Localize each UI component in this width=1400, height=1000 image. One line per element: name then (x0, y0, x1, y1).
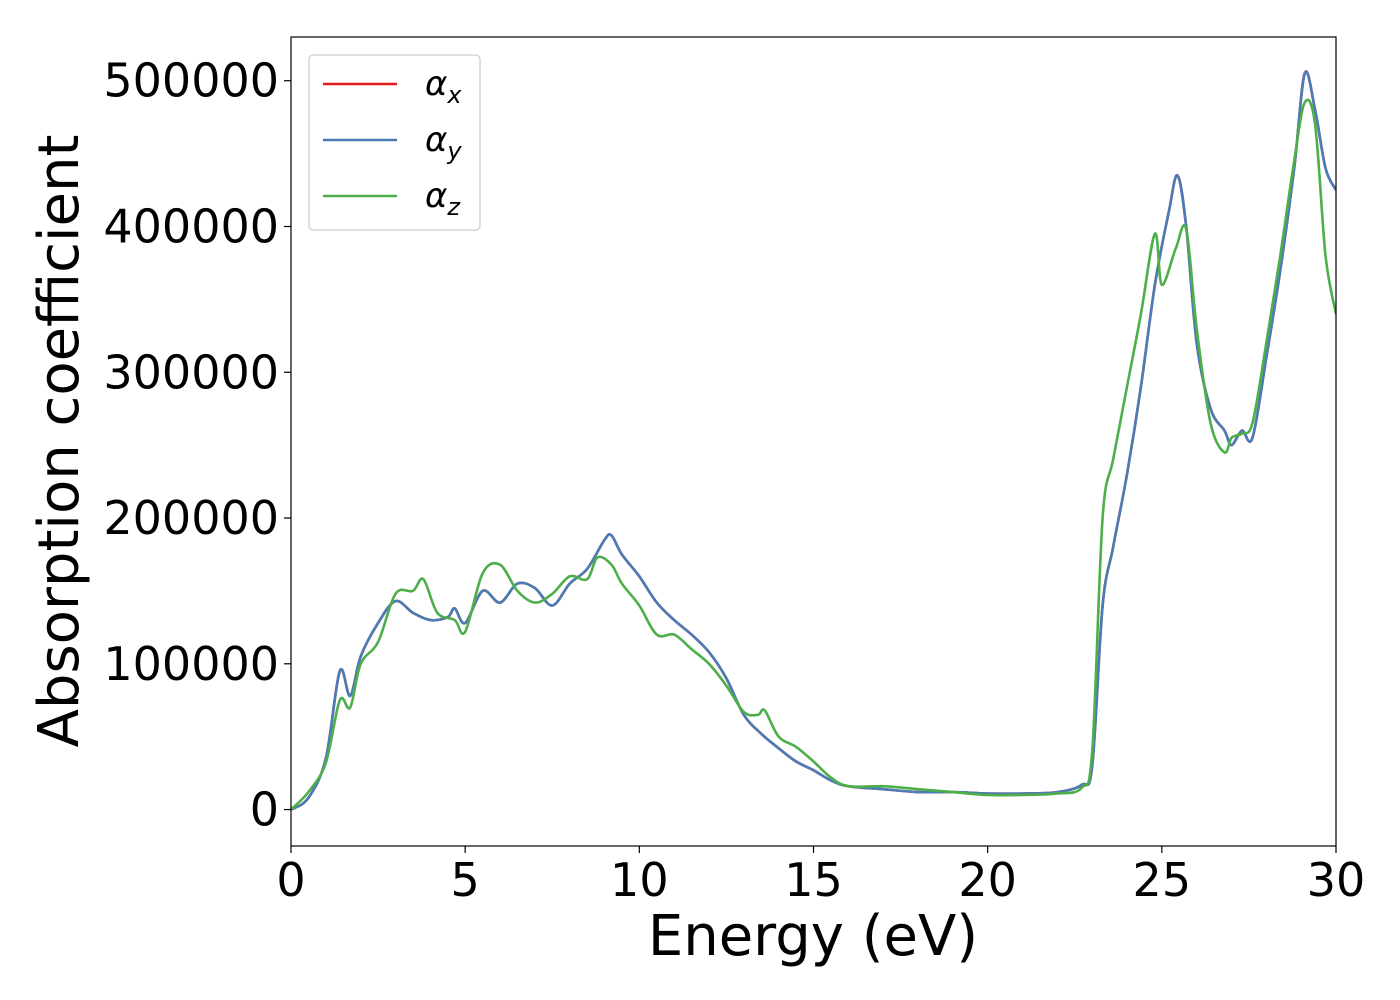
x-axis-label: Energy (eV) (648, 904, 978, 969)
legend: αx αy αz (308, 54, 481, 231)
y-axis-label: Absorption coefficient (27, 135, 92, 748)
x-tick-label: 30 (1307, 853, 1366, 907)
y-tick-label: 400000 (103, 199, 279, 253)
y-tick-label: 500000 (103, 54, 279, 108)
series-layer (291, 70, 1336, 811)
y-tick-label: 300000 (103, 345, 279, 399)
legend-label-y: αy (425, 120, 462, 165)
legend-box (308, 54, 481, 231)
series-line-y (291, 70, 1336, 811)
legend-label-x: αx (425, 64, 462, 109)
x-tick-label: 5 (451, 853, 480, 907)
legend-label-z: αz (425, 176, 461, 221)
x-axis-ticks: 0 5 10 15 20 25 30 (276, 846, 1365, 907)
x-tick-label: 10 (610, 853, 669, 907)
y-tick-label: 100000 (103, 637, 279, 691)
x-tick-label: 25 (1133, 853, 1192, 907)
x-tick-label: 15 (784, 853, 843, 907)
y-axis-ticks: 0 100000 200000 300000 400000 500000 (103, 54, 291, 837)
y-tick-label: 200000 (103, 491, 279, 545)
series-line-z (291, 98, 1336, 811)
x-tick-label: 20 (958, 853, 1017, 907)
x-tick-label: 0 (276, 853, 305, 907)
y-tick-label: 0 (250, 783, 279, 837)
